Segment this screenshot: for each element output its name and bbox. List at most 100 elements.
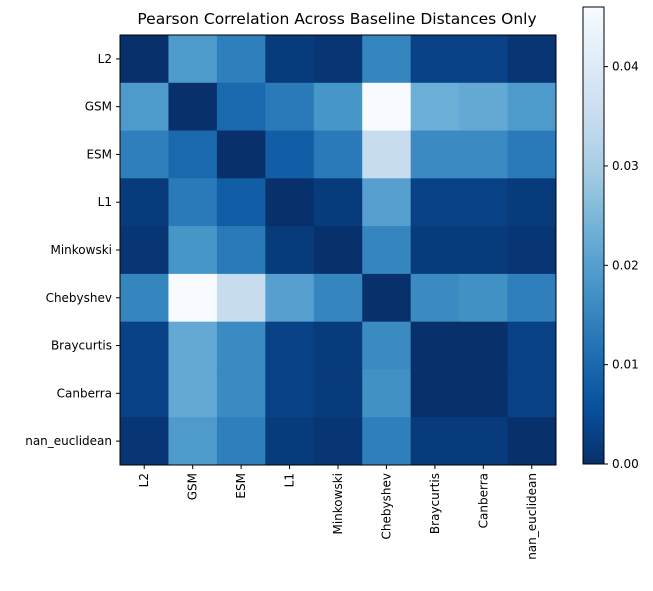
x-tick-label: Chebyshev xyxy=(379,473,393,539)
heatmap-cell xyxy=(265,273,315,323)
heatmap-cell xyxy=(410,321,460,370)
y-tick-label: GSM xyxy=(85,100,112,114)
colorbar-tick-label: 0.00 xyxy=(612,457,639,471)
x-axis: L2 GSM ESM L1 Minkowski Chebyshev Braycurtis Ca… xyxy=(137,465,539,560)
heatmap-cell xyxy=(168,82,218,132)
heatmap-cell xyxy=(265,178,315,227)
heatmap-cell xyxy=(313,226,363,275)
heatmap-cell xyxy=(265,35,315,84)
heatmap-cell xyxy=(459,35,509,84)
heatmap-cell xyxy=(507,273,557,323)
heatmap-cell xyxy=(410,178,460,227)
colorbar xyxy=(583,7,604,464)
heatmap-cell xyxy=(362,130,412,179)
y-tick-label: Braycurtis xyxy=(51,339,112,353)
x-tick-label: Braycurtis xyxy=(428,473,442,534)
heatmap-cell xyxy=(168,417,218,466)
heatmap-cell xyxy=(313,417,363,466)
heatmap-cell xyxy=(410,369,460,418)
heatmap-cell xyxy=(362,369,412,418)
x-tick-label: nan_euclidean xyxy=(525,473,539,560)
heatmap-cell xyxy=(168,369,218,418)
heatmap-cell xyxy=(410,130,460,179)
heatmap-cell xyxy=(120,369,169,418)
heatmap-cell xyxy=(168,130,218,179)
heatmap-cell xyxy=(265,130,315,179)
heatmap-cell xyxy=(362,417,412,466)
x-tick-label: L2 xyxy=(137,473,151,487)
heatmap-cell xyxy=(120,82,169,132)
heatmap-cell xyxy=(168,321,218,370)
heatmap-cell xyxy=(216,321,266,370)
y-axis: L2 GSM ESM L1 Minkowski Chebyshev Braycurtis Ca… xyxy=(25,52,120,448)
heatmap-cell xyxy=(507,178,557,227)
heatmap-cell xyxy=(410,226,460,275)
heatmap-cell xyxy=(362,178,412,227)
heatmap-cell xyxy=(216,178,266,227)
heatmap-cell xyxy=(265,369,315,418)
y-tick-label: nan_euclidean xyxy=(25,434,112,448)
colorbar-tick-label: 0.02 xyxy=(612,258,639,272)
heatmap-cell xyxy=(216,417,266,466)
heatmap-cell xyxy=(507,82,557,132)
heatmap-cell xyxy=(459,273,509,323)
heatmap-cell xyxy=(507,369,557,418)
heatmap-cell xyxy=(507,35,557,84)
colorbar-tick-label: 0.04 xyxy=(612,60,639,74)
heatmap-cell xyxy=(120,178,169,227)
heatmap-cell xyxy=(216,369,266,418)
heatmap-cell xyxy=(313,35,363,84)
heatmap-cell xyxy=(313,369,363,418)
y-tick-label: L1 xyxy=(98,195,112,209)
colorbar-axis: 0.00 0.01 0.02 0.03 0.04 xyxy=(604,60,639,471)
heatmap-cell xyxy=(168,226,218,275)
y-tick-label: Minkowski xyxy=(50,243,112,257)
heatmap-cell xyxy=(362,35,412,84)
heatmap-cell xyxy=(120,273,169,323)
heatmap-cell xyxy=(507,226,557,275)
heatmap-cell xyxy=(507,321,557,370)
heatmap-cell xyxy=(120,321,169,370)
heatmap-cell xyxy=(459,417,509,466)
x-tick-label: L1 xyxy=(283,473,297,487)
y-tick-label: Canberra xyxy=(57,386,112,400)
heatmap-cell xyxy=(120,417,169,466)
heatmap-cell xyxy=(459,369,509,418)
heatmap-cell xyxy=(265,321,315,370)
heatmap-cell xyxy=(120,226,169,275)
heatmap-cell xyxy=(265,417,315,466)
heatmap-cell xyxy=(168,178,218,227)
heatmap-cell xyxy=(265,226,315,275)
heatmap-cell xyxy=(265,82,315,132)
colorbar-tick-label: 0.03 xyxy=(612,159,639,173)
y-tick-label: Chebyshev xyxy=(46,291,112,305)
y-tick-label: ESM xyxy=(86,147,112,161)
heatmap-cell xyxy=(216,273,266,323)
chart-title: Pearson Correlation Across Baseline Dist… xyxy=(137,10,536,28)
colorbar-frame xyxy=(582,6,605,465)
heatmap-cell xyxy=(168,35,218,84)
heatmap-cell xyxy=(313,82,363,132)
heatmap-cell xyxy=(459,226,509,275)
heatmap-cell xyxy=(216,35,266,84)
heatmap-cell xyxy=(459,321,509,370)
heatmap-cell xyxy=(216,130,266,179)
heatmap-cell xyxy=(216,82,266,132)
heatmap-cell xyxy=(313,130,363,179)
heatmap-cell xyxy=(120,130,169,179)
heatmap-cell xyxy=(168,273,218,323)
heatmap-cell xyxy=(120,35,169,84)
heatmap-cell xyxy=(507,417,557,466)
heatmap-cell xyxy=(410,82,460,132)
x-tick-label: Minkowski xyxy=(331,473,345,535)
heatmap-cell xyxy=(362,321,412,370)
heatmap-cell xyxy=(362,82,412,132)
heatmap-cell xyxy=(459,130,509,179)
heatmap-cell xyxy=(507,130,557,179)
heatmap-cell xyxy=(410,273,460,323)
heatmap-cell xyxy=(216,226,266,275)
heatmap-cell xyxy=(313,273,363,323)
x-tick-label: Canberra xyxy=(476,473,490,528)
